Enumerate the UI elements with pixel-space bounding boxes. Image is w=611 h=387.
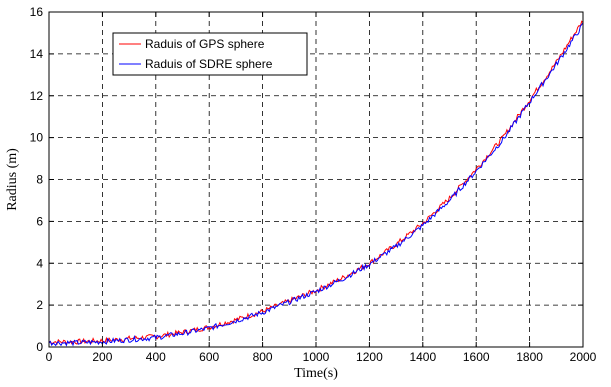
y-tick-label: 10 [30, 131, 44, 145]
x-tick-label: 0 [46, 350, 53, 364]
x-tick-label: 1800 [516, 350, 543, 364]
x-tick-label: 800 [253, 350, 273, 364]
series-gps-line [48, 20, 584, 346]
y-tick-label: 4 [36, 256, 43, 270]
legend: Raduis of GPS sphere Raduis of SDRE sphe… [112, 32, 308, 76]
series-sdre-line [48, 22, 584, 347]
y-tick-label: 8 [36, 173, 43, 187]
legend-box [112, 32, 308, 76]
legend-label-sdre: Raduis of SDRE sphere [145, 57, 273, 71]
x-tick-label: 1000 [303, 350, 330, 364]
y-tick-label: 14 [30, 47, 44, 61]
y-tick-label: 0 [36, 340, 43, 354]
legend-label-gps: Raduis of GPS sphere [145, 37, 265, 51]
x-tick-label: 200 [92, 350, 112, 364]
y-axis-label: Radius (m) [5, 148, 20, 211]
y-tick-label: 12 [30, 89, 44, 103]
y-tick-label: 2 [36, 298, 43, 312]
x-tick-label: 600 [199, 350, 219, 364]
x-tick-label: 400 [146, 350, 166, 364]
x-tick-label: 1400 [409, 350, 436, 364]
axis-ticks: 0 200 400 600 800 1000 1200 1400 1600 1800 2000 0 2 4… [30, 5, 597, 364]
y-tick-label: 6 [36, 214, 43, 228]
x-axis-label: Time(s) [294, 366, 338, 381]
x-tick-label: 2000 [570, 350, 597, 364]
y-tick-label: 16 [30, 5, 44, 19]
series-layer [48, 20, 584, 347]
x-tick-label: 1200 [356, 350, 383, 364]
x-tick-label: 1600 [463, 350, 490, 364]
